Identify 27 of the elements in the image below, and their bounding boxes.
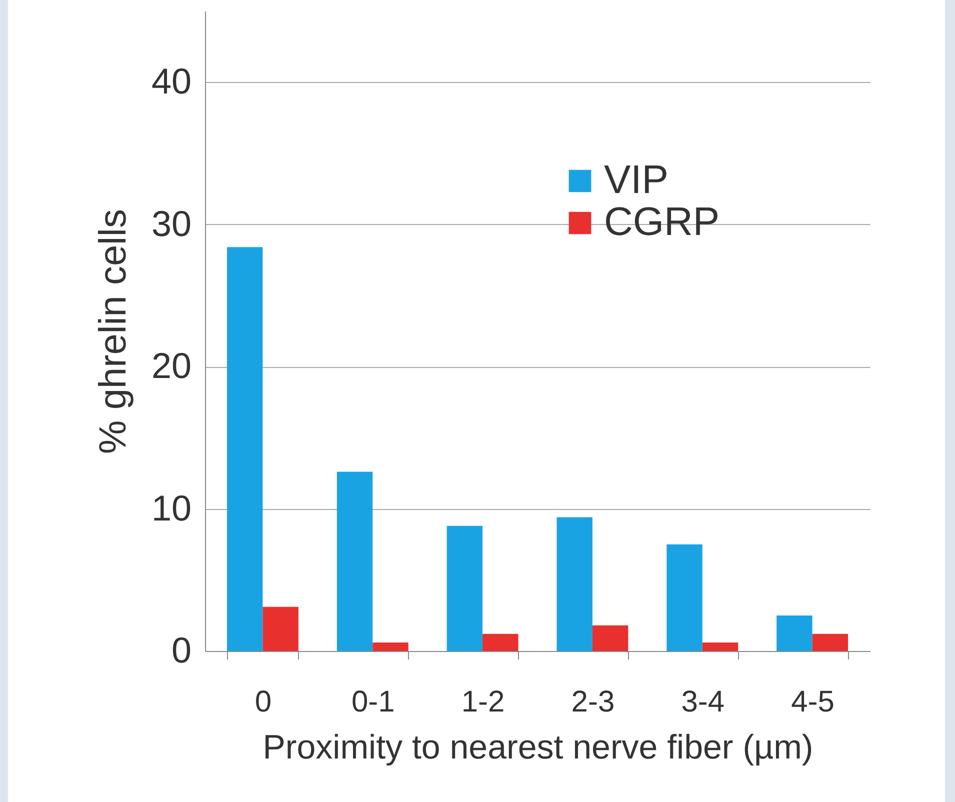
bar [702,642,738,651]
bar [372,642,408,651]
legend-label: VIP [604,158,668,202]
x-tick-label: 4-5 [791,686,834,718]
bar [482,634,518,651]
y-tick-label: 20 [151,345,192,386]
x-axis-title: Proximity to nearest nerve fiber (µm) [262,728,814,766]
bar [226,247,263,651]
x-tick-label: 3-4 [681,686,725,718]
bar [776,615,812,651]
bar [812,634,848,651]
bar [666,544,702,651]
y-tick-label: 10 [151,487,192,528]
bar [336,472,373,651]
legend-label: CGRP [604,200,720,244]
x-tick-label: 0-1 [351,686,395,718]
bar [262,606,298,651]
bar [556,517,592,651]
y-tick-label: 0 [171,630,192,670]
x-tick-label: 1-2 [461,686,505,718]
x-tick-label: 2-3 [571,686,615,718]
y-axis-title: % ghrelin cells [92,209,134,454]
y-tick-label: 40 [151,60,192,102]
y-tick-label: 30 [151,202,192,244]
bar [446,526,483,651]
x-tick-label: 0 [254,686,272,718]
bar [592,625,628,651]
